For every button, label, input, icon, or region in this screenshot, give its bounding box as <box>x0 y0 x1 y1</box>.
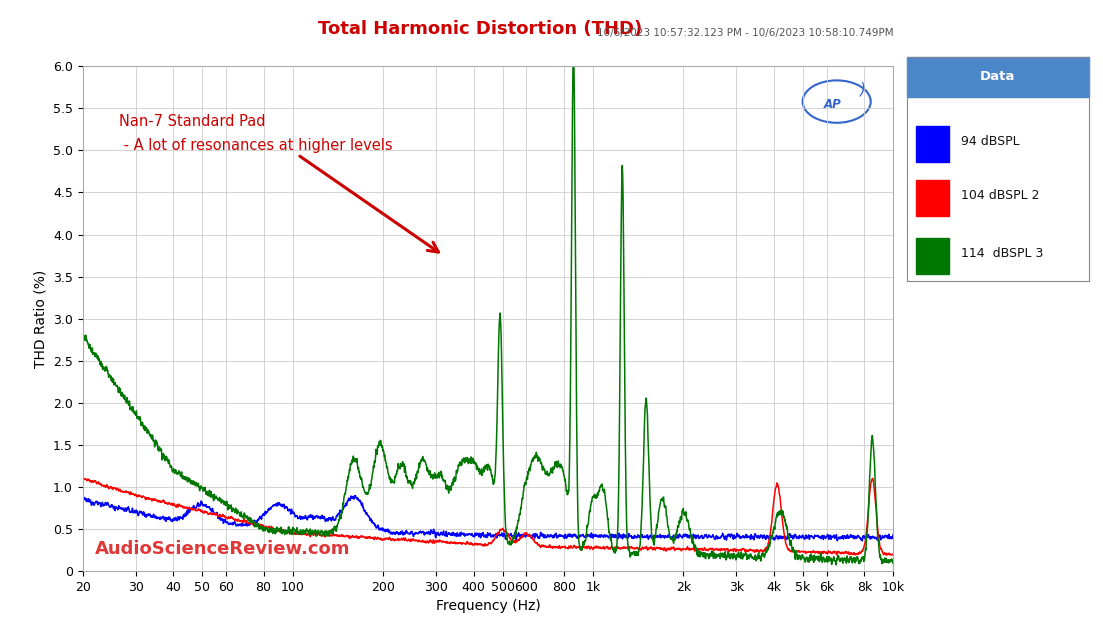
X-axis label: Frequency (Hz): Frequency (Hz) <box>436 599 540 613</box>
Bar <box>907 57 1089 97</box>
Text: Data: Data <box>979 71 1016 83</box>
Bar <box>915 239 949 274</box>
Text: - A lot of resonances at higher levels: - A lot of resonances at higher levels <box>119 138 393 153</box>
Text: 114  dBSPL 3: 114 dBSPL 3 <box>961 247 1043 261</box>
Text: Total Harmonic Distortion (THD): Total Harmonic Distortion (THD) <box>318 20 642 38</box>
Text: AP: AP <box>824 98 842 110</box>
Bar <box>915 126 949 162</box>
Text: ): ) <box>859 81 866 97</box>
Text: 10/6/2023 10:57:32.123 PM - 10/6/2023 10:58:10.749PM: 10/6/2023 10:57:32.123 PM - 10/6/2023 10… <box>597 28 893 38</box>
Bar <box>915 180 949 216</box>
Text: Nan-7 Standard Pad: Nan-7 Standard Pad <box>119 114 266 129</box>
Text: AudioScienceReview.com: AudioScienceReview.com <box>95 540 351 558</box>
Y-axis label: THD Ratio (%): THD Ratio (%) <box>33 269 47 368</box>
Text: 104 dBSPL 2: 104 dBSPL 2 <box>961 189 1040 202</box>
Text: 94 dBSPL: 94 dBSPL <box>961 136 1020 148</box>
